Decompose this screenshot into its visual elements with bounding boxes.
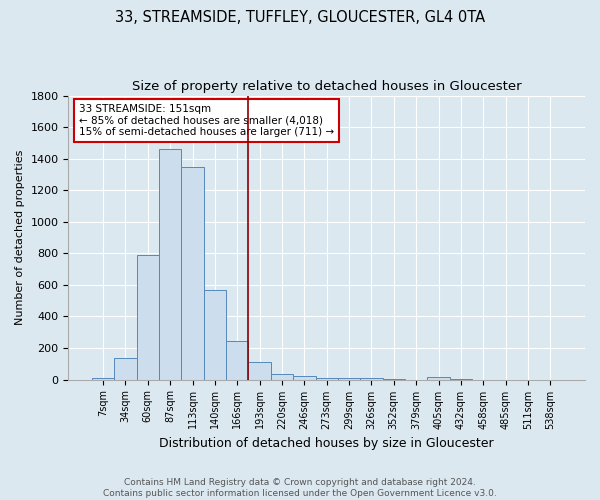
Bar (137, 255, 159, 380)
Text: 33, STREAMSIDE, TUFFLEY, GLOUCESTER, GL4 0TA: 33, STREAMSIDE, TUFFLEY, GLOUCESTER, GL4… (115, 10, 485, 25)
Bar (226, 341, 248, 380)
Bar (248, 362, 271, 380)
Bar (181, 166, 204, 380)
Bar (338, 378, 360, 380)
Bar (316, 378, 338, 380)
Title: Size of property relative to detached houses in Gloucester: Size of property relative to detached ho… (132, 80, 521, 93)
Bar (293, 376, 316, 380)
Bar (271, 374, 293, 380)
Text: Contains HM Land Registry data © Crown copyright and database right 2024.
Contai: Contains HM Land Registry data © Crown c… (103, 478, 497, 498)
Bar (204, 290, 226, 380)
Y-axis label: Number of detached properties: Number of detached properties (15, 150, 25, 325)
Bar (427, 376, 450, 380)
Bar (159, 149, 181, 380)
Bar (92, 378, 114, 380)
Bar (360, 378, 383, 380)
X-axis label: Distribution of detached houses by size in Gloucester: Distribution of detached houses by size … (160, 437, 494, 450)
Bar (114, 358, 137, 380)
Text: 33 STREAMSIDE: 151sqm
← 85% of detached houses are smaller (4,018)
15% of semi-d: 33 STREAMSIDE: 151sqm ← 85% of detached … (79, 104, 334, 138)
